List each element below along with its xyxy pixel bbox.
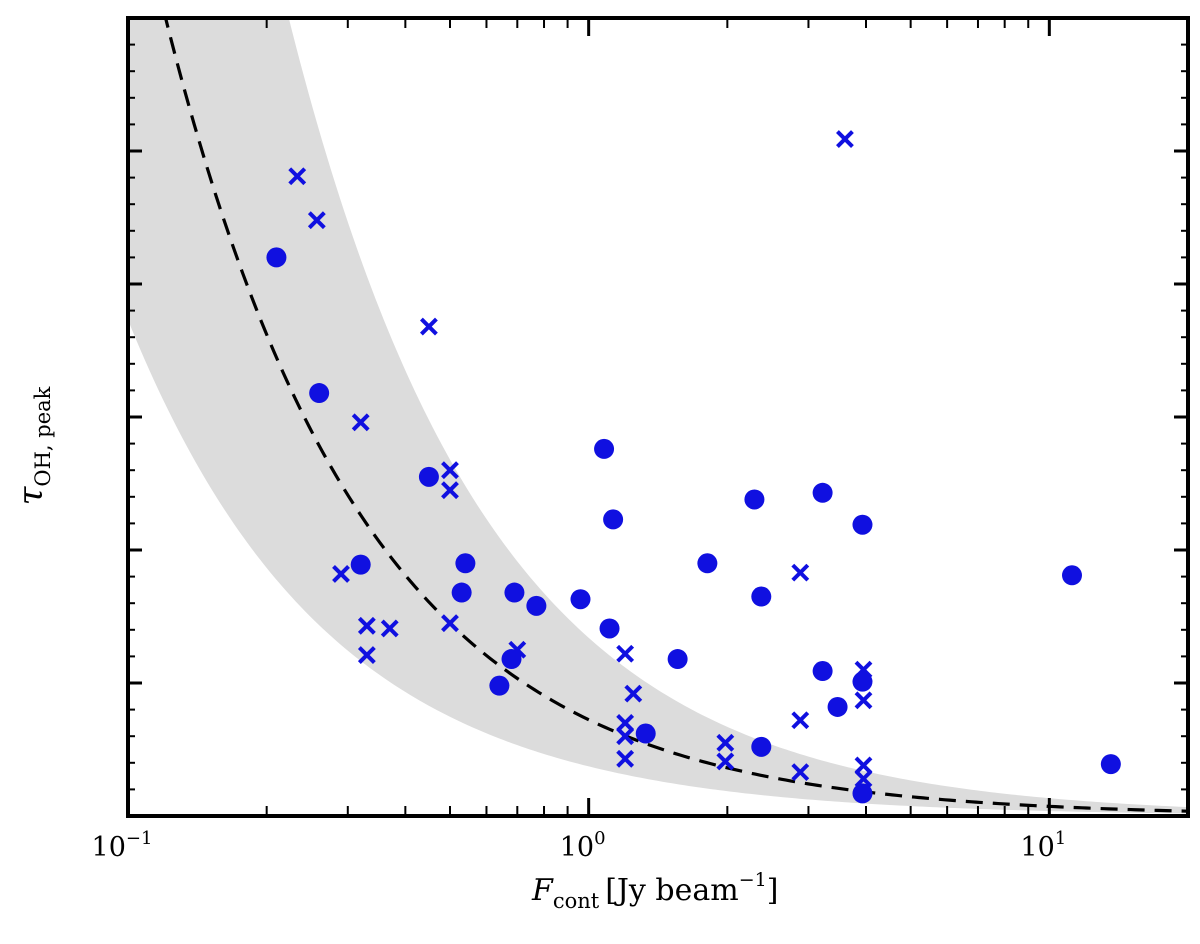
cross-stroke [441, 614, 459, 633]
data-point-cross [307, 211, 326, 230]
cross-stroke [716, 733, 735, 752]
data-point-cross [441, 461, 459, 480]
detection-limit [163, 18, 1188, 813]
data-point-circle [451, 582, 472, 603]
cross-stroke [624, 684, 643, 703]
data-point-circle [697, 553, 718, 574]
cross-stroke [441, 461, 459, 480]
data-point-circle [501, 649, 522, 670]
data-point-cross [854, 769, 873, 788]
data-point-circle [418, 466, 439, 487]
cross-stroke [380, 619, 399, 638]
x-axis-label: Fcont [Jy beam−1] [531, 869, 778, 913]
data-point-circle [751, 736, 772, 757]
data-point-cross [441, 481, 459, 500]
plot-frame [126, 16, 1190, 818]
data-point-cross [791, 711, 810, 730]
data-point-circle [599, 618, 620, 639]
curve-layer [163, 18, 1188, 813]
data-point-circle [812, 482, 833, 503]
x-tick-label: 100 [560, 828, 606, 863]
data-point-cross [288, 167, 307, 186]
cross-stroke [419, 317, 438, 336]
cross-stroke [791, 563, 810, 582]
cross-stroke [288, 167, 307, 186]
data-point-cross [791, 563, 810, 582]
cross-stroke [307, 211, 326, 230]
y-axis-label: τOH, peak [11, 386, 55, 505]
data-point-cross [357, 646, 376, 664]
data-point-cross [716, 733, 735, 752]
cross-stroke [441, 481, 459, 500]
cross-stroke [791, 711, 810, 730]
cross-stroke [616, 749, 635, 768]
cross-stroke [854, 660, 873, 679]
cross-stroke [616, 713, 635, 732]
data-point-cross [508, 640, 527, 659]
cross-stroke [836, 130, 854, 148]
data-point-circle [852, 783, 873, 804]
cross-stroke [716, 752, 735, 771]
cross-stroke [616, 644, 635, 663]
data-point-cross [616, 644, 635, 663]
data-point-circle [852, 514, 873, 535]
data-point-circle [812, 661, 833, 682]
data-point-cross [854, 660, 873, 679]
cross-stroke [791, 763, 810, 782]
data-point-cross [716, 752, 735, 771]
data-point-cross [441, 614, 459, 633]
data-point-cross [380, 619, 399, 638]
cross-stroke [854, 769, 873, 788]
data-point-cross [791, 763, 810, 782]
cross-stroke [332, 565, 350, 583]
cross-stroke [854, 756, 873, 775]
data-point-cross [616, 727, 635, 746]
cross-stroke [854, 691, 873, 710]
data-point-cross [836, 130, 854, 148]
data-point-circle [350, 554, 371, 575]
cross-stroke [508, 640, 527, 659]
data-point-circle [455, 553, 476, 574]
data-point-cross [419, 317, 438, 336]
uncertainty-band [128, 18, 1188, 814]
cross-stroke [351, 413, 370, 432]
data-point-cross [616, 713, 635, 732]
cross-stroke [357, 646, 376, 664]
data-point-cross [332, 565, 350, 583]
data-point-cross [351, 413, 370, 432]
x-tick-label: 101 [1020, 828, 1066, 863]
data-point-circle [266, 247, 287, 268]
data-point-circle [489, 675, 510, 696]
data-point-cross [854, 756, 873, 775]
data-point-circle [603, 509, 624, 530]
data-point-cross [624, 684, 643, 703]
data-point-cross [357, 616, 376, 635]
data-point-cross [616, 749, 635, 768]
data-point-circle [594, 438, 615, 459]
x-tick-label: 10−1 [92, 828, 153, 863]
data-point-circle [526, 595, 547, 616]
data-point-circle [504, 582, 525, 603]
data-point-circle [827, 696, 848, 717]
band-layer [128, 18, 1188, 814]
points-layer [266, 130, 1121, 804]
data-point-circle [667, 649, 688, 670]
data-point-circle [635, 723, 656, 744]
data-point-circle [751, 586, 772, 607]
data-point-circle [1061, 565, 1082, 586]
data-point-circle [570, 589, 591, 610]
data-point-circle [744, 489, 765, 510]
data-point-cross [854, 691, 873, 710]
data-point-circle [1100, 754, 1121, 775]
data-point-circle [309, 383, 330, 404]
cross-stroke [616, 727, 635, 746]
cross-stroke [357, 616, 376, 635]
